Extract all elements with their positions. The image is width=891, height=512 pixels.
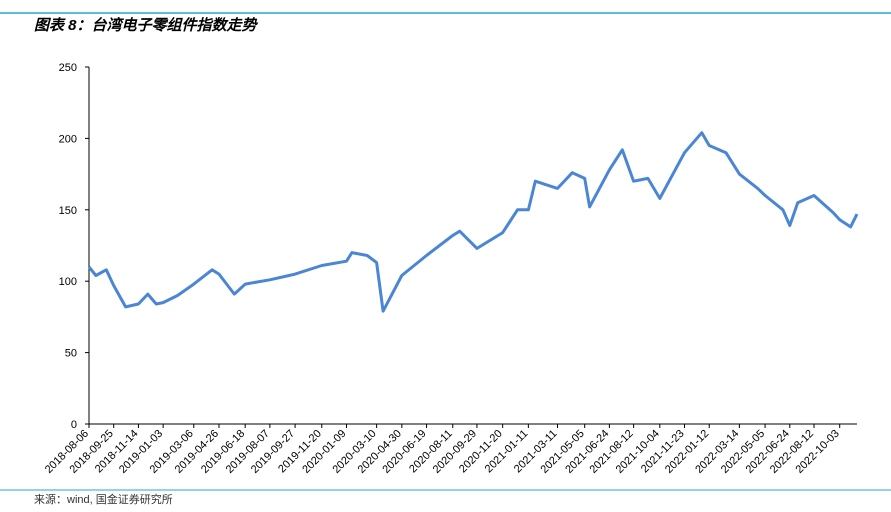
y-tick-label: 0 bbox=[71, 419, 77, 431]
y-tick-label: 100 bbox=[59, 276, 77, 288]
y-tick-label: 50 bbox=[65, 348, 77, 360]
y-tick-label: 150 bbox=[59, 205, 77, 217]
chart-title: 图表 8：台湾电子零组件指数走势 bbox=[34, 16, 259, 34]
y-tick-label: 250 bbox=[59, 62, 77, 74]
source-note: 来源：wind, 国金证券研究所 bbox=[34, 492, 173, 506]
y-tick-label: 200 bbox=[59, 133, 77, 145]
series-line bbox=[87, 131, 859, 313]
